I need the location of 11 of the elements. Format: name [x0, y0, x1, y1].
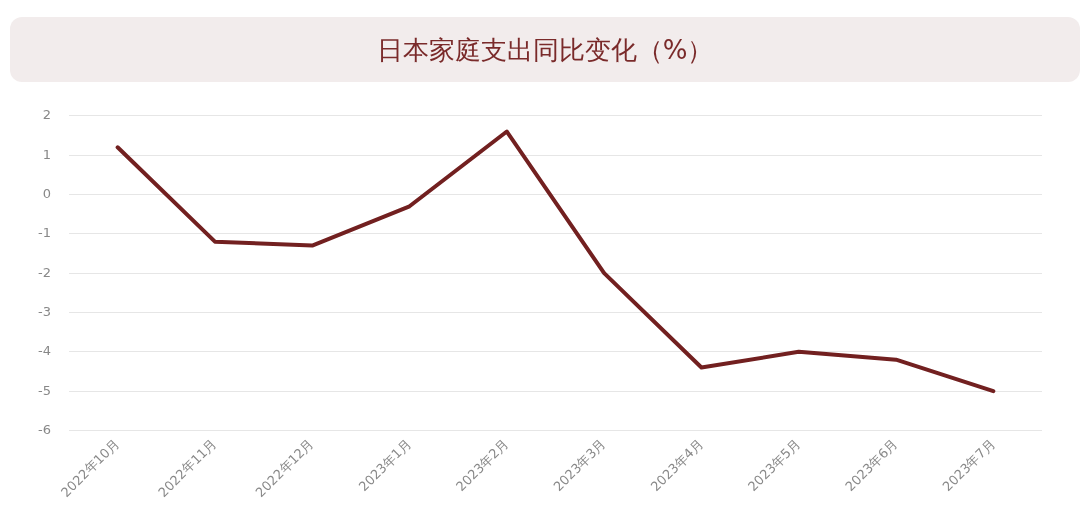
title-banner: 日本家庭支出同比变化（%） — [10, 17, 1080, 82]
y-tick-label: 0 — [42, 185, 51, 201]
y-tick-label: -2 — [37, 264, 51, 280]
y-tick-label: 2 — [42, 107, 51, 123]
y-tick-label: -3 — [37, 303, 51, 319]
y-tick-label: -4 — [37, 343, 51, 359]
y-tick-label: -1 — [37, 225, 51, 241]
y-tick-label: -5 — [37, 382, 51, 398]
y-tick-label: 1 — [42, 146, 51, 162]
chart-title: 日本家庭支出同比变化（%） — [376, 33, 714, 66]
y-tick-label: -6 — [37, 421, 51, 437]
